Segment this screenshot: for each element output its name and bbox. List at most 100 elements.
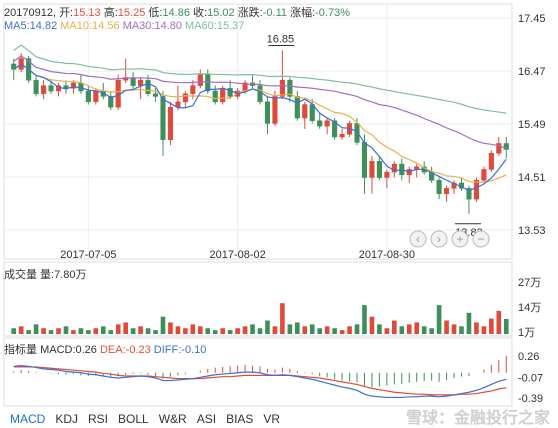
- candle-body: [324, 120, 330, 127]
- ma30-legend: MA30:14.80: [122, 20, 182, 32]
- volume-bar: [257, 328, 263, 334]
- candle-body: [473, 179, 479, 200]
- volume-bar: [26, 330, 31, 334]
- volume-bar: [100, 326, 106, 334]
- price-info-bar: 20170912, 开:15.13 高:15.25 低:14.86 收:15.0…: [4, 4, 350, 20]
- volume-bar: [436, 305, 442, 334]
- candle-body: [376, 161, 382, 178]
- candle-body: [488, 152, 494, 170]
- candle-body: [332, 120, 338, 138]
- volume-bar: [160, 316, 166, 334]
- ma5-legend: MA5:14.82: [4, 20, 58, 32]
- volume-bar: [205, 328, 211, 334]
- candle-body: [33, 79, 39, 94]
- volume-bar: [399, 326, 405, 334]
- low-label: 低:: [148, 7, 163, 19]
- volume-bar: [190, 324, 196, 334]
- pan-left-button-icon: ‹: [416, 232, 420, 246]
- volume-bar: [183, 328, 188, 334]
- main-panel-frame: [3, 3, 513, 260]
- candle-body: [167, 106, 174, 140]
- volume-bar: [302, 326, 308, 334]
- candle-body: [279, 79, 285, 97]
- dea-value: DEA:-0.23: [99, 344, 151, 356]
- volume-bar: [138, 326, 143, 334]
- volume-bar: [227, 330, 233, 334]
- volume-bar: [295, 322, 300, 334]
- pan-right-button[interactable]: [430, 230, 448, 248]
- pan-left-button[interactable]: [409, 230, 427, 248]
- zoom-in-button[interactable]: [451, 230, 469, 248]
- zoom-in-button-icon: +: [456, 232, 463, 246]
- date-tick-label: 2017-08-02: [209, 249, 265, 261]
- pan-right-button-icon: ›: [437, 232, 441, 246]
- date-label: 20170912,: [4, 7, 56, 19]
- volume-bar: [153, 330, 158, 334]
- pct-label: 涨幅:: [290, 7, 316, 19]
- grid-lines: [3, 3, 513, 407]
- volume-bar: [377, 324, 382, 334]
- ma30-line: [13, 55, 507, 149]
- price-tick-label: 13.53: [518, 225, 546, 237]
- candle-body: [190, 85, 196, 94]
- candle-body: [444, 188, 450, 195]
- zoom-out-button[interactable]: [472, 230, 490, 248]
- volume-bar: [369, 316, 375, 334]
- ma-legend: MA5:14.82 MA10:14.56 MA30:14.80 MA60:15.…: [4, 20, 244, 32]
- volume-tick-label: 27万: [518, 277, 541, 289]
- volume-bar: [265, 320, 270, 334]
- candle-body: [138, 79, 144, 86]
- volume-bar: [466, 312, 472, 334]
- ma10-legend: MA10:14.56: [60, 20, 120, 32]
- candle-body: [294, 96, 300, 119]
- candle-body: [496, 143, 502, 154]
- price-tick-label: 14.51: [518, 172, 546, 184]
- candle-body: [182, 93, 188, 103]
- tab-kdj[interactable]: KDJ: [55, 412, 79, 426]
- volume-bar: [317, 328, 323, 334]
- indicator-label: 指标量: [4, 344, 37, 356]
- zoom-controls: ‹ › + −: [409, 230, 490, 248]
- tab-boll[interactable]: BOLL: [118, 412, 149, 426]
- ma60-legend: MA60:15.37: [185, 20, 245, 32]
- volume-bar: [78, 328, 84, 334]
- tab-asi[interactable]: ASI: [196, 412, 217, 426]
- high-value: 15.25: [117, 7, 146, 19]
- date-tick-label: 2017-07-05: [60, 249, 116, 261]
- candle-body: [145, 79, 151, 94]
- volume-bar: [324, 326, 330, 334]
- tab-macd[interactable]: MACD: [10, 412, 46, 426]
- tab-rsi[interactable]: RSI: [88, 412, 109, 426]
- volume-bar: [250, 324, 255, 334]
- volume-bar: [145, 328, 151, 334]
- candle-body: [48, 85, 54, 92]
- macd-tick-label: 0.26: [518, 351, 539, 363]
- volume-bar: [175, 326, 181, 334]
- ma10-line: [13, 63, 507, 183]
- candle-body: [503, 143, 509, 150]
- candle-body: [391, 163, 397, 173]
- volume-bar: [71, 330, 76, 334]
- volume-bar: [444, 320, 449, 334]
- candle-body: [436, 179, 442, 195]
- volume-bar: [459, 326, 464, 334]
- volume-bar: [56, 328, 61, 334]
- tab-bias[interactable]: BIAS: [226, 412, 254, 426]
- volume-bar: [41, 328, 46, 334]
- volume-bar: [168, 322, 173, 334]
- volume-bar: [474, 322, 479, 334]
- volume-bar: [332, 328, 337, 334]
- candle-body: [361, 142, 368, 178]
- macd-legend: 指标量 MACD:0.26 DEA:-0.23 DIFF:-0.10: [4, 341, 206, 357]
- tab-vr[interactable]: VR: [263, 412, 281, 426]
- axis-labels: 17.45 16.47 15.49 14.51 13.53 2017-07-05 2017-…: [60, 13, 545, 405]
- tab-wr[interactable]: W&R: [158, 412, 187, 426]
- candle-body: [287, 79, 293, 97]
- macd-bars: [13, 355, 507, 388]
- candle-body: [197, 74, 203, 86]
- candle-body: [264, 101, 271, 124]
- volume-bar: [362, 305, 367, 334]
- candle-body: [212, 90, 218, 103]
- open-label: 开:: [59, 7, 74, 19]
- volume-bar: [63, 326, 69, 334]
